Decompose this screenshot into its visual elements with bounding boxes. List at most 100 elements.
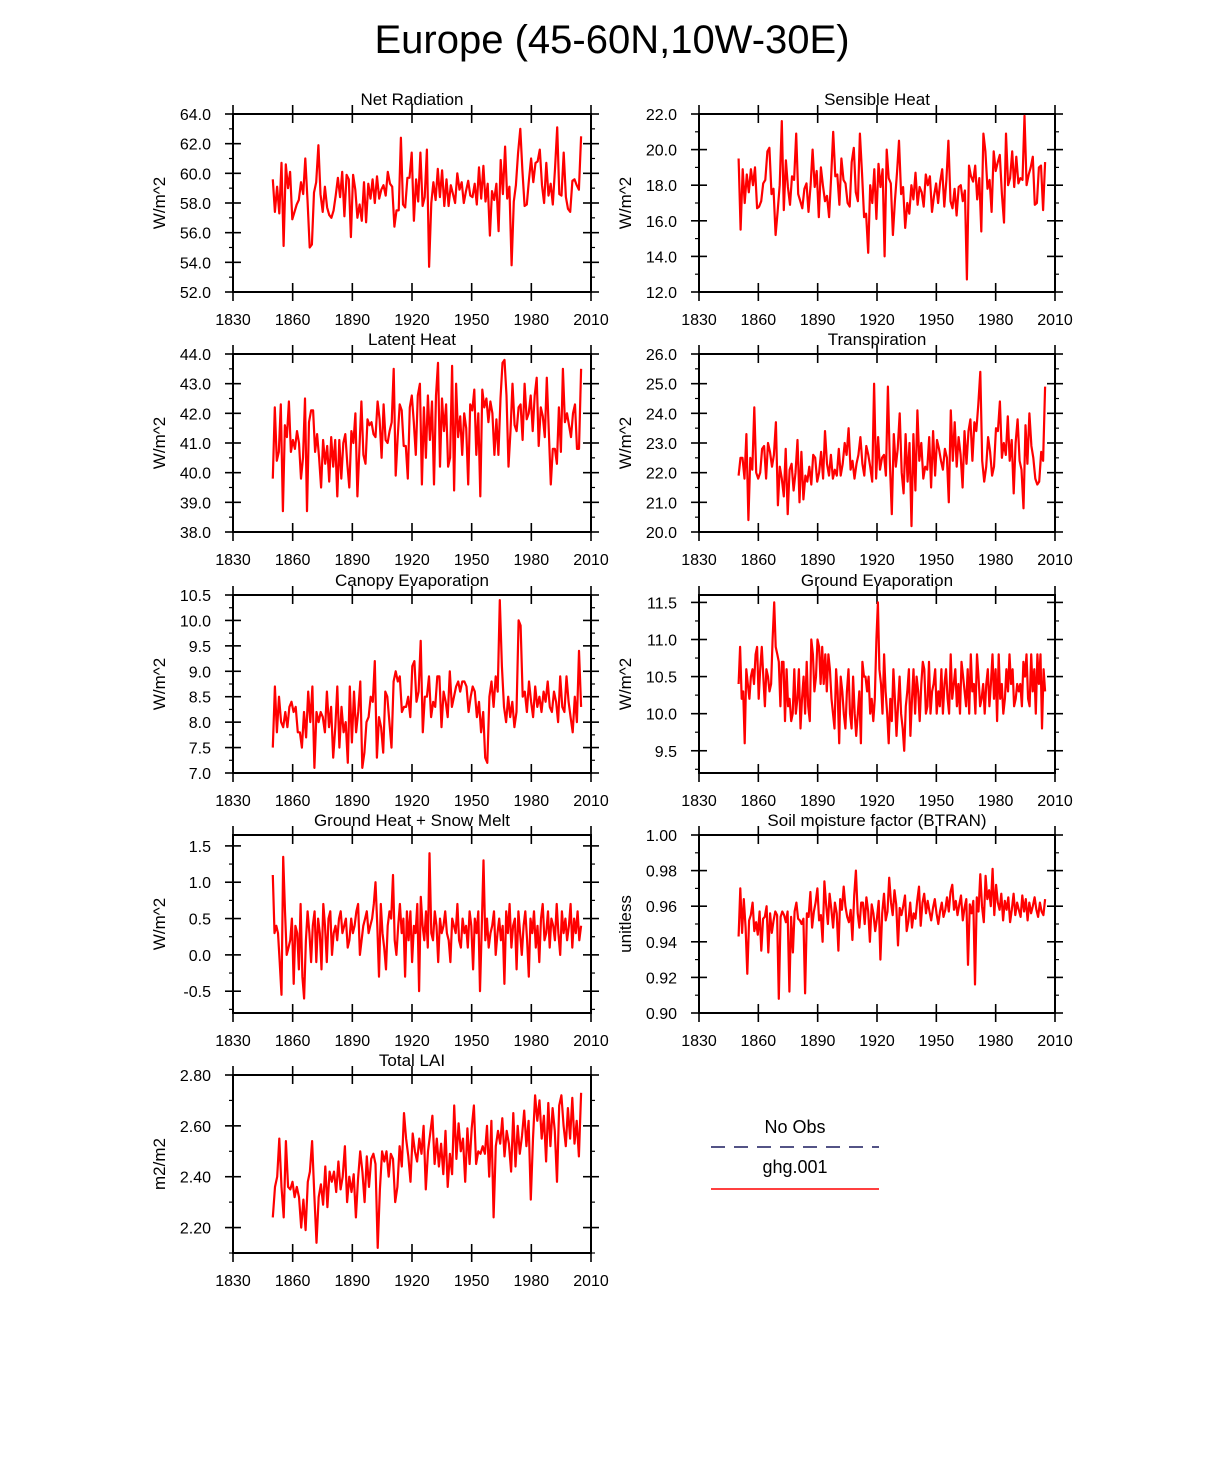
y-tick-label: 10.5 (180, 588, 211, 605)
y-tick-label: 1.5 (189, 839, 211, 856)
y-axis-label: W/m^2 (616, 417, 635, 469)
x-tick-label: 1830 (215, 1033, 251, 1050)
y-tick-label: 62.0 (180, 137, 211, 154)
legend: No Obs ghg.001 (711, 1117, 879, 1190)
x-tick-label: 1950 (919, 1033, 955, 1050)
chart-panel-5: Canopy Evaporation W/m^2 1830 1860 1890 1920 1… (150, 571, 609, 810)
x-tick-label: 1980 (514, 793, 550, 810)
chart-panel-2: Sensible Heat W/m^2 1830 1860 1890 1920 1950 19… (616, 90, 1073, 329)
panel-title: Total LAI (379, 1051, 445, 1070)
x-tick-label: 1830 (215, 793, 251, 810)
y-tick-label: 12.0 (646, 285, 677, 302)
y-tick-label: 8.0 (189, 715, 211, 732)
x-tick-label: 1980 (978, 552, 1014, 569)
x-tick-label: 1860 (741, 793, 777, 810)
y-tick-label: 2.60 (180, 1119, 211, 1136)
series-line-ghg.001 (737, 867, 1047, 1000)
legend-label-no-obs: No Obs (764, 1117, 825, 1137)
y-tick-label: 20.0 (646, 525, 677, 542)
x-tick-label: 1950 (454, 793, 490, 810)
panel-title: Sensible Heat (824, 90, 930, 109)
y-tick-label: 9.5 (655, 744, 677, 761)
chart-panel-4: Transpiration W/m^2 1830 1860 1890 1920 1950 19… (616, 330, 1073, 569)
x-tick-label: 1890 (335, 1033, 371, 1050)
panel-title: Soil moisture factor (BTRAN) (767, 811, 986, 830)
figure-title: Europe (45-60N,10W-30E) (374, 18, 850, 62)
y-axis-label: unitless (616, 895, 635, 953)
y-tick-label: 44.0 (180, 347, 211, 364)
chart-panel-9: Total LAI m2/m2 1830 1860 1890 1920 1950 1980 20… (150, 1051, 609, 1290)
x-tick-label: 2010 (1037, 552, 1073, 569)
y-tick-label: 22.0 (646, 107, 677, 124)
x-tick-label: 1980 (514, 552, 550, 569)
series-line-ghg.001 (737, 114, 1047, 281)
y-tick-label: 0.5 (189, 912, 211, 929)
series-line-ghg.001 (271, 852, 583, 1000)
y-tick-label: 38.0 (180, 525, 211, 542)
y-tick-label: 14.0 (646, 249, 677, 266)
x-tick-label: 1890 (335, 312, 371, 329)
series-line-ghg.001 (271, 598, 583, 770)
x-tick-label: 1920 (394, 552, 430, 569)
x-tick-label: 1860 (741, 312, 777, 329)
y-tick-label: 9.0 (189, 664, 211, 681)
y-tick-label: 42.0 (180, 406, 211, 423)
x-tick-label: 1860 (275, 1033, 311, 1050)
chart-panel-3: Latent Heat W/m^2 1830 1860 1890 1920 1950 1980… (150, 330, 609, 569)
x-tick-label: 1950 (454, 1273, 490, 1290)
y-tick-label: 22.0 (646, 466, 677, 483)
x-tick-label: 1980 (514, 1033, 550, 1050)
x-tick-label: 1830 (681, 312, 717, 329)
x-tick-label: 1950 (454, 1033, 490, 1050)
y-tick-label: -0.5 (183, 984, 211, 1001)
y-tick-label: 60.0 (180, 166, 211, 183)
series-line-ghg.001 (737, 601, 1047, 752)
y-tick-label: 26.0 (646, 347, 677, 364)
x-tick-label: 1980 (978, 793, 1014, 810)
x-tick-label: 2010 (573, 793, 609, 810)
x-tick-label: 1950 (454, 552, 490, 569)
x-tick-label: 2010 (573, 312, 609, 329)
legend-label-ghg: ghg.001 (762, 1157, 827, 1177)
y-tick-label: 58.0 (180, 196, 211, 213)
y-tick-label: 11.0 (647, 633, 677, 650)
y-tick-label: 0.92 (646, 970, 677, 987)
y-tick-label: 1.00 (646, 828, 677, 845)
chart-panel-7: Ground Heat + Snow Melt W/m^2 1830 1860 1890… (150, 811, 609, 1050)
x-tick-label: 1920 (859, 793, 895, 810)
x-tick-label: 2010 (573, 1033, 609, 1050)
x-tick-label: 1890 (335, 552, 371, 569)
x-tick-label: 1830 (215, 552, 251, 569)
y-tick-label: 52.0 (180, 285, 211, 302)
y-tick-label: 41.0 (180, 436, 211, 453)
plot-frame (232, 834, 592, 1014)
x-tick-label: 1860 (741, 552, 777, 569)
x-tick-label: 1920 (859, 552, 895, 569)
y-tick-label: 40.0 (180, 466, 211, 483)
x-tick-label: 1830 (681, 552, 717, 569)
y-tick-label: 0.90 (646, 1006, 677, 1023)
panel-title: Ground Evaporation (801, 571, 953, 590)
y-tick-label: 0.96 (646, 899, 677, 916)
y-tick-label: 1.0 (189, 875, 211, 892)
series-line-ghg.001 (271, 1092, 583, 1250)
x-tick-label: 1860 (275, 793, 311, 810)
y-tick-label: 20.0 (646, 143, 677, 160)
x-tick-label: 1920 (394, 1033, 430, 1050)
y-tick-label: 25.0 (646, 377, 677, 394)
series-line-ghg.001 (271, 126, 583, 268)
x-tick-label: 1950 (454, 312, 490, 329)
y-tick-label: 54.0 (180, 255, 211, 272)
x-tick-label: 2010 (1037, 793, 1073, 810)
panel-title: Transpiration (828, 330, 927, 349)
x-tick-label: 1980 (514, 1273, 550, 1290)
x-tick-label: 2010 (1037, 1033, 1073, 1050)
y-tick-label: 11.5 (647, 595, 677, 612)
x-tick-label: 2010 (1037, 312, 1073, 329)
x-tick-label: 1860 (275, 312, 311, 329)
chart-panel-6: Ground Evaporation W/m^2 1830 1860 1890 1920 1… (616, 571, 1073, 810)
series-line-ghg.001 (271, 358, 583, 513)
y-tick-label: 2.20 (180, 1221, 211, 1238)
y-tick-label: 10.5 (646, 670, 677, 687)
y-tick-label: 23.0 (646, 436, 677, 453)
